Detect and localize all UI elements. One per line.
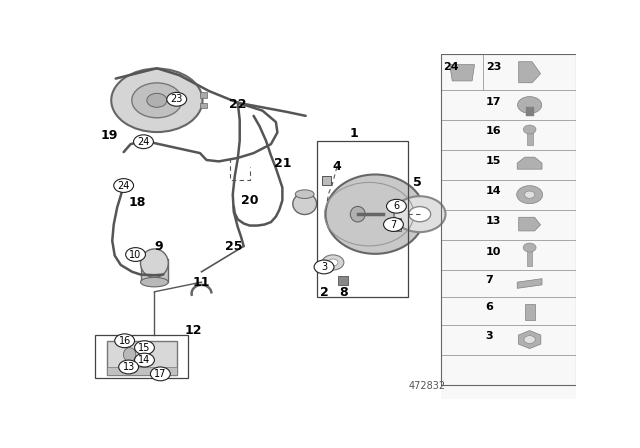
Circle shape (150, 367, 170, 381)
Polygon shape (517, 279, 542, 289)
Text: 1: 1 (349, 127, 358, 140)
Polygon shape (518, 62, 541, 83)
Text: 15: 15 (486, 156, 501, 166)
Text: 8: 8 (340, 286, 348, 299)
Circle shape (524, 336, 535, 344)
Circle shape (147, 93, 167, 108)
Text: 15: 15 (138, 343, 150, 353)
Bar (338, 276, 348, 285)
Text: 12: 12 (184, 324, 202, 337)
Circle shape (328, 259, 338, 266)
Text: 13: 13 (122, 362, 135, 372)
Bar (108, 366, 177, 375)
Text: 25: 25 (225, 240, 243, 253)
Polygon shape (392, 218, 401, 231)
Text: 17: 17 (486, 96, 501, 107)
Text: 17: 17 (154, 369, 166, 379)
Text: 2: 2 (319, 286, 328, 299)
Bar (441, 54, 576, 385)
Bar (322, 176, 331, 185)
Circle shape (111, 69, 202, 132)
Text: 18: 18 (129, 196, 146, 209)
Bar (441, 54, 576, 399)
Text: 6: 6 (394, 201, 399, 211)
Circle shape (125, 248, 145, 262)
Bar (525, 304, 534, 320)
Polygon shape (517, 157, 542, 169)
Text: 3: 3 (321, 262, 327, 272)
Ellipse shape (295, 190, 314, 198)
Circle shape (167, 92, 187, 106)
Text: 21: 21 (274, 157, 291, 170)
Bar (95, 335, 188, 378)
Text: 24: 24 (444, 62, 459, 72)
Text: 5: 5 (413, 176, 422, 189)
Circle shape (518, 97, 541, 113)
Text: 472832: 472832 (408, 381, 446, 391)
Circle shape (314, 260, 334, 274)
Text: 11: 11 (193, 276, 211, 289)
Text: 22: 22 (229, 98, 246, 111)
Circle shape (523, 243, 536, 252)
Text: 16: 16 (486, 126, 501, 136)
Bar (525, 107, 534, 116)
Ellipse shape (326, 174, 425, 254)
Text: 7: 7 (390, 220, 397, 229)
Text: 13: 13 (486, 216, 501, 226)
Circle shape (132, 83, 182, 118)
Circle shape (322, 255, 344, 270)
Circle shape (409, 207, 431, 222)
Polygon shape (518, 217, 541, 231)
Polygon shape (450, 65, 475, 81)
Ellipse shape (292, 193, 317, 215)
Ellipse shape (141, 249, 168, 277)
Polygon shape (392, 200, 401, 212)
Circle shape (387, 199, 406, 213)
Text: 16: 16 (118, 336, 131, 346)
Text: 19: 19 (100, 129, 118, 142)
Circle shape (134, 341, 154, 354)
Text: 10: 10 (486, 246, 501, 257)
Text: 23: 23 (486, 62, 501, 72)
Bar (200, 92, 207, 98)
Bar (317, 141, 408, 297)
Text: 23: 23 (170, 94, 183, 104)
Circle shape (114, 179, 134, 193)
Circle shape (524, 125, 536, 134)
Text: 4: 4 (333, 160, 341, 173)
Bar (141, 259, 168, 282)
Ellipse shape (124, 348, 136, 362)
Circle shape (383, 218, 403, 232)
Text: 24: 24 (118, 181, 130, 190)
Text: 14: 14 (138, 355, 150, 365)
Text: 20: 20 (241, 194, 259, 207)
Text: 9: 9 (154, 240, 163, 253)
Text: 14: 14 (486, 186, 501, 196)
Circle shape (134, 135, 154, 149)
Ellipse shape (141, 277, 168, 287)
Polygon shape (518, 331, 541, 349)
Text: 7: 7 (486, 275, 493, 285)
Circle shape (516, 185, 543, 204)
Text: 6: 6 (486, 302, 493, 312)
Circle shape (524, 191, 535, 198)
Ellipse shape (350, 207, 365, 222)
Bar (527, 247, 532, 267)
Bar (200, 103, 207, 108)
Bar (527, 129, 532, 145)
Text: 10: 10 (129, 250, 141, 259)
Text: 3: 3 (486, 331, 493, 341)
Circle shape (394, 196, 445, 232)
Circle shape (134, 353, 154, 367)
Bar (108, 341, 177, 375)
Text: 24: 24 (138, 137, 150, 147)
Circle shape (118, 360, 138, 374)
Circle shape (115, 334, 134, 348)
